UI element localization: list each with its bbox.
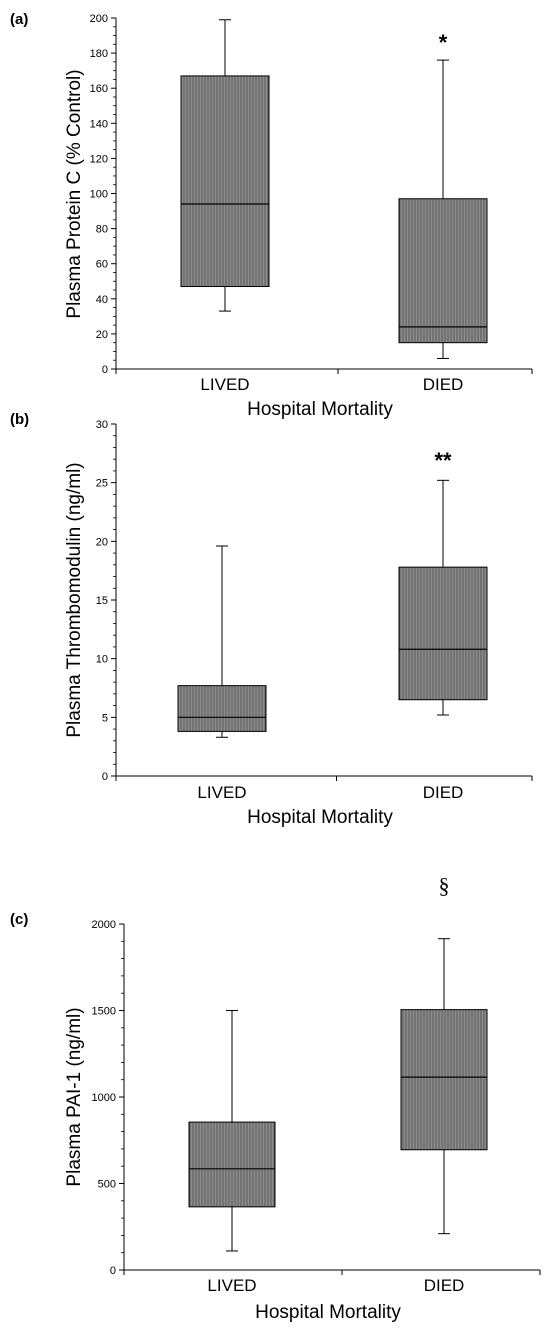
y-axis-title: Plasma Thrombomodulin (ng/ml)	[64, 462, 85, 737]
y-tick-label: 160	[90, 83, 108, 95]
y-tick-label: 25	[96, 478, 108, 490]
box-lived	[188, 1010, 276, 1252]
panel-label: (b)	[10, 411, 29, 428]
significance-marker: *	[439, 30, 448, 55]
y-tick-label: 120	[90, 153, 108, 165]
y-tick-label: 200	[90, 13, 108, 25]
y-tick-label: 1000	[92, 1092, 116, 1104]
y-tick-label: 30	[96, 419, 108, 431]
iqr-box	[180, 75, 270, 288]
box-died: **	[398, 448, 488, 716]
y-tick-label: 0	[102, 364, 108, 376]
x-category-label: LIVED	[200, 375, 249, 394]
iqr-box	[400, 1009, 488, 1151]
significance-marker: §	[439, 873, 450, 898]
y-tick-label: 10	[96, 654, 108, 666]
x-category-label: LIVED	[197, 783, 246, 802]
y-tick-label: 80	[96, 224, 108, 236]
box-died: *	[398, 30, 488, 359]
significance-marker: **	[434, 448, 452, 473]
y-tick-label: 20	[96, 536, 108, 548]
y-axis-title: Plasma Protein C (% Control)	[64, 69, 85, 318]
y-tick-label: 20	[96, 329, 108, 341]
x-axis-title: Hospital Mortality	[247, 807, 393, 828]
x-category-label: DIED	[424, 1276, 465, 1295]
box-lived	[180, 19, 270, 312]
iqr-box	[398, 566, 488, 701]
panel-label: (c)	[10, 911, 28, 928]
y-tick-label: 15	[96, 595, 108, 607]
y-tick-label: 500	[98, 1179, 116, 1191]
panels: (a)020406080100120140160180200LIVED*DIED…	[10, 11, 541, 1323]
iqr-box	[188, 1121, 276, 1208]
x-category-label: DIED	[423, 375, 464, 394]
y-tick-label: 0	[102, 771, 108, 783]
chart-panel-a: (a) 0 20 40 60 80 100 120 140 160 180 200 LIVED * DIED…	[10, 11, 533, 420]
x-category-label: LIVED	[207, 1276, 256, 1295]
iqr-box	[398, 198, 488, 344]
box-lived	[177, 545, 267, 738]
chart-panel-b: (b) 0 5 10 15 20 25 30 LIVED ** DIED Hospital Morta…	[10, 411, 533, 828]
y-tick-label: 180	[90, 48, 108, 60]
x-axis-title: Hospital Mortality	[247, 399, 393, 420]
y-tick-label: 0	[110, 1265, 116, 1277]
y-tick-label: 100	[90, 189, 108, 201]
x-axis-title: Hospital Mortality	[255, 1302, 401, 1323]
chart-panel-c: (c) 0 500 1000 1500 2000 LIVED § DIED Hospital Mo…	[10, 873, 541, 1323]
box-died: §	[400, 873, 488, 1235]
panel-label: (a)	[10, 11, 28, 28]
y-tick-label: 140	[90, 118, 108, 130]
y-tick-label: 60	[96, 259, 108, 271]
y-tick-label: 2000	[92, 919, 116, 931]
y-axis-title: Plasma PAI-1 (ng/ml)	[64, 1007, 85, 1186]
x-category-label: DIED	[423, 783, 464, 802]
y-tick-label: 1500	[92, 1006, 116, 1018]
y-tick-label: 5	[102, 712, 108, 724]
y-tick-label: 40	[96, 294, 108, 306]
iqr-box	[177, 685, 267, 732]
